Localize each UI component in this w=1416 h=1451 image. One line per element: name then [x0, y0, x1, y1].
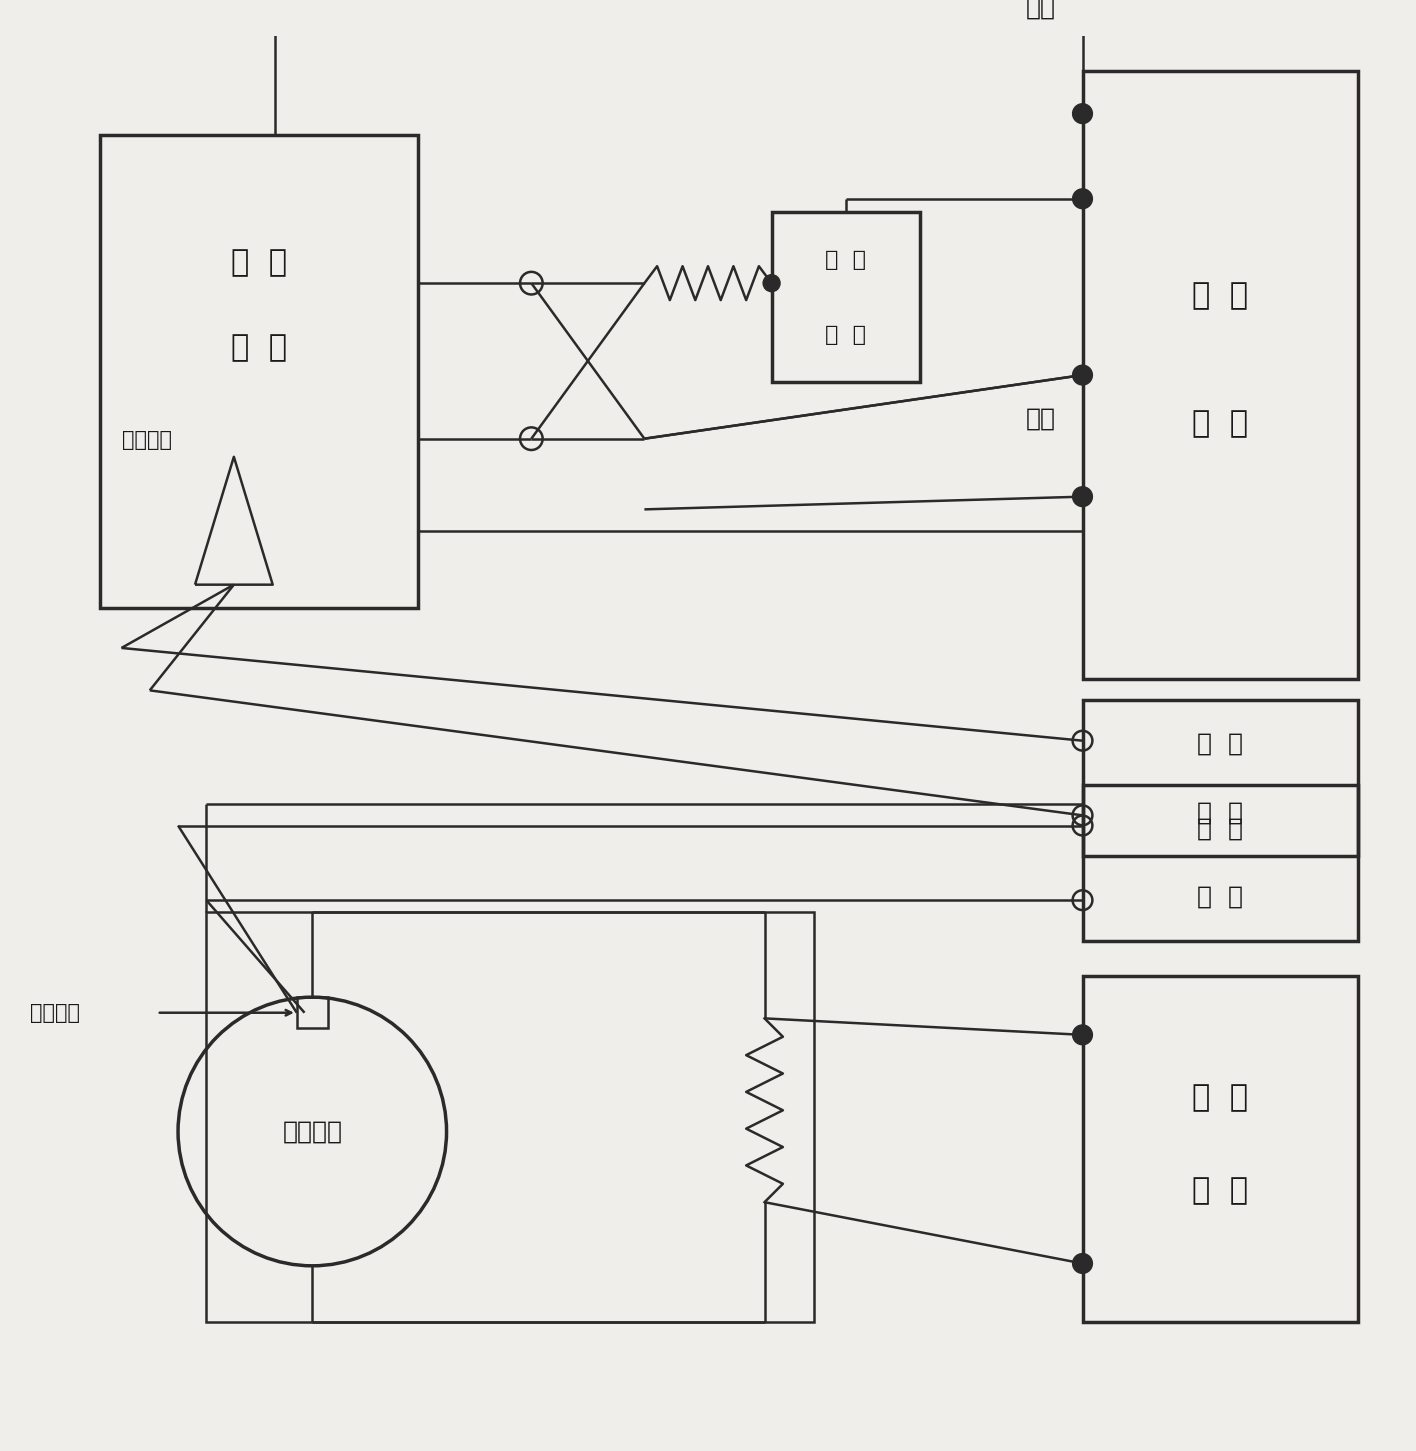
Text: 电压: 电压 [1027, 406, 1056, 431]
Bar [1082, 71, 1358, 679]
Bar [207, 913, 814, 1322]
Bar [101, 135, 418, 608]
Text: 负  载: 负 载 [826, 325, 867, 345]
Bar [297, 997, 329, 1029]
Text: 仪  表: 仪 表 [1192, 1177, 1249, 1206]
Bar [772, 212, 920, 382]
Text: 仪  表: 仪 表 [1192, 409, 1249, 438]
Circle shape [763, 274, 780, 292]
Text: 温  度: 温 度 [1198, 731, 1243, 756]
Circle shape [1072, 1024, 1092, 1045]
Text: 测温探头: 测温探头 [122, 429, 171, 450]
Text: 测  量: 测 量 [1192, 1082, 1249, 1111]
Circle shape [1072, 1254, 1092, 1274]
Bar [1082, 785, 1358, 940]
Text: 测温探头: 测温探头 [30, 1003, 79, 1023]
Text: 监  控: 监 控 [1198, 801, 1243, 824]
Bar [1082, 701, 1358, 856]
Text: 标准电池: 标准电池 [282, 1120, 343, 1143]
Circle shape [1072, 189, 1092, 209]
Text: 温  度: 温 度 [1198, 817, 1243, 840]
Text: 监  控: 监 控 [1198, 885, 1243, 910]
Text: 测  量: 测 量 [1192, 281, 1249, 311]
Text: 待  测: 待 测 [231, 248, 287, 277]
Circle shape [1072, 366, 1092, 385]
Bar [1082, 977, 1358, 1322]
Circle shape [1072, 103, 1092, 123]
Text: 电  池: 电 池 [231, 334, 287, 363]
Text: 可  变: 可 变 [826, 250, 867, 270]
Circle shape [1072, 486, 1092, 506]
Text: 电流: 电流 [1027, 0, 1056, 19]
